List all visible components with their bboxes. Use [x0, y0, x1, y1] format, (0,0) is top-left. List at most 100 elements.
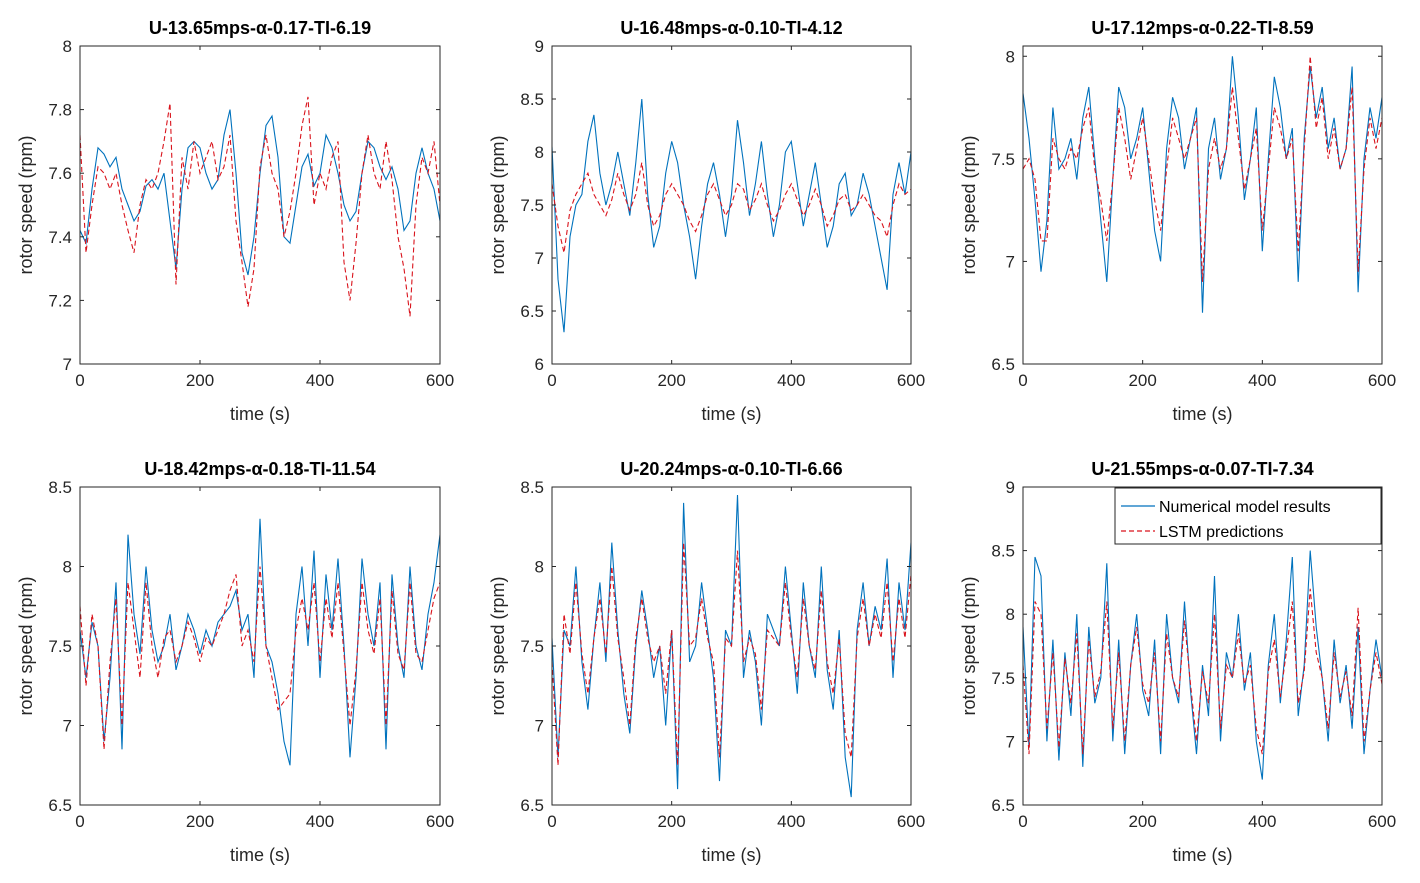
- y-tick-label: 7: [63, 355, 72, 374]
- x-tick-label: 200: [1128, 812, 1156, 831]
- y-tick-label: 6: [535, 355, 544, 374]
- y-tick-label: 7: [1006, 252, 1015, 271]
- y-tick-label: 7.4: [48, 228, 72, 247]
- y-tick-label: 7.6: [48, 164, 72, 183]
- x-tick-label: 400: [777, 371, 805, 390]
- x-tick-label: 400: [1248, 371, 1276, 390]
- x-tick-label: 0: [547, 812, 556, 831]
- y-axis-label: rotor speed (rpm): [488, 135, 508, 274]
- x-tick-label: 200: [657, 371, 685, 390]
- x-tick-label: 600: [426, 812, 454, 831]
- x-tick-label: 400: [306, 812, 334, 831]
- chart-panel-2: 0 200 400 600 6 6.5 7 7.5 8 8.5 9 U-16.48mps-α-0.10…: [488, 18, 925, 424]
- x-tick-label: 400: [1248, 812, 1276, 831]
- lstm-predictions-line: [1023, 588, 1382, 755]
- lstm-predictions-line: [552, 542, 911, 766]
- y-tick-label: 8: [535, 143, 544, 162]
- x-tick-label: 600: [897, 371, 925, 390]
- y-tick-label: 7.5: [520, 196, 544, 215]
- numerical-model-line: [80, 518, 440, 766]
- x-axis-label: time (s): [230, 404, 290, 424]
- y-tick-label: 8: [1006, 605, 1015, 624]
- y-tick-label: 8.5: [520, 90, 544, 109]
- y-axis-label: rotor speed (rpm): [959, 135, 979, 274]
- chart-title: U-13.65mps-α-0.17-TI-6.19: [149, 18, 371, 38]
- y-tick-label: 9: [535, 37, 544, 56]
- x-tick-label: 0: [1018, 371, 1027, 390]
- y-tick-label: 9: [1006, 478, 1015, 497]
- x-tick-label: 0: [547, 371, 556, 390]
- chart-panel-5: 0 200 400 600 6.5 7 7.5 8 8.5 U-20.24mps-α-0.10-T…: [488, 459, 925, 865]
- chart-title: U-18.42mps-α-0.18-TI-11.54: [144, 459, 375, 479]
- axes-box: [79, 45, 441, 365]
- x-axis-label: time (s): [1173, 404, 1233, 424]
- y-tick-label: 6.5: [991, 796, 1015, 815]
- legend: Numerical model results LSTM predictions: [1114, 487, 1382, 545]
- y-tick-label: 7: [63, 717, 72, 736]
- axes-box: [1022, 486, 1383, 806]
- legend-label-lstm: LSTM predictions: [1159, 524, 1284, 541]
- x-tick-label: 0: [75, 812, 84, 831]
- y-tick-label: 7.5: [520, 637, 544, 656]
- numerical-model-line: [552, 98, 911, 333]
- x-tick-label: 600: [1368, 371, 1396, 390]
- y-axis-label: rotor speed (rpm): [959, 576, 979, 715]
- chart-panel-1: 0 200 400 600 7 7.2 7.4 7.6 7.8 8 U-13.65mps-α-0.1…: [16, 18, 454, 424]
- x-tick-label: 200: [1128, 371, 1156, 390]
- lstm-predictions-line: [1023, 56, 1382, 282]
- y-tick-label: 7.5: [991, 150, 1015, 169]
- y-tick-label: 8.5: [48, 478, 72, 497]
- x-axis-label: time (s): [1173, 845, 1233, 865]
- axes-box: [1022, 45, 1383, 365]
- lstm-predictions-line: [552, 162, 911, 253]
- x-tick-label: 200: [186, 371, 214, 390]
- numerical-model-line: [80, 109, 440, 276]
- x-tick-label: 200: [657, 812, 685, 831]
- x-tick-label: 0: [1018, 812, 1027, 831]
- chart-title: U-16.48mps-α-0.10-TI-4.12: [620, 18, 842, 38]
- y-tick-label: 7: [1006, 732, 1015, 751]
- y-tick-label: 8: [535, 558, 544, 577]
- chart-panel-3: 0 200 400 600 6.5 7 7.5 8 U-17.12mps-α-0.22-TI-8…: [959, 18, 1396, 424]
- x-tick-label: 200: [186, 812, 214, 831]
- y-tick-label: 6.5: [520, 302, 544, 321]
- y-tick-label: 7: [535, 717, 544, 736]
- legend-box: [1114, 487, 1382, 545]
- x-tick-label: 0: [75, 371, 84, 390]
- x-axis-label: time (s): [230, 845, 290, 865]
- y-axis-label: rotor speed (rpm): [16, 135, 36, 274]
- y-axis-label: rotor speed (rpm): [16, 576, 36, 715]
- chart-panel-4: 0 200 400 600 6.5 7 7.5 8 8.5 U-18.42mps-α-0.18-T…: [16, 459, 454, 865]
- y-tick-label: 7.2: [48, 291, 72, 310]
- x-tick-label: 400: [306, 371, 334, 390]
- y-tick-label: 8.5: [991, 542, 1015, 561]
- x-tick-label: 600: [426, 371, 454, 390]
- y-tick-label: 7.8: [48, 101, 72, 120]
- y-tick-label: 6.5: [48, 796, 72, 815]
- numerical-model-line: [1023, 550, 1382, 780]
- x-axis-label: time (s): [702, 845, 762, 865]
- x-tick-label: 400: [777, 812, 805, 831]
- chart-panel-6: 0 200 400 600 6.5 7 7.5 8 8.5 9 U-21.55mps-α-0.07-…: [959, 459, 1396, 865]
- y-tick-label: 6.5: [520, 796, 544, 815]
- lstm-predictions-line: [80, 96, 440, 317]
- chart-title: U-17.12mps-α-0.22-TI-8.59: [1091, 18, 1313, 38]
- y-tick-label: 7.5: [48, 637, 72, 656]
- y-tick-label: 8: [1006, 47, 1015, 66]
- x-tick-label: 600: [897, 812, 925, 831]
- chart-title: U-21.55mps-α-0.07-TI-7.34: [1091, 459, 1313, 479]
- axes-box: [79, 486, 441, 806]
- y-tick-label: 6.5: [991, 355, 1015, 374]
- y-tick-label: 8: [63, 558, 72, 577]
- x-axis-label: time (s): [702, 404, 762, 424]
- y-tick-label: 8.5: [520, 478, 544, 497]
- legend-label-numerical: Numerical model results: [1159, 499, 1331, 516]
- y-axis-label: rotor speed (rpm): [488, 576, 508, 715]
- chart-title: U-20.24mps-α-0.10-TI-6.66: [620, 459, 842, 479]
- lstm-predictions-line: [80, 566, 440, 750]
- x-tick-label: 600: [1368, 812, 1396, 831]
- y-tick-label: 7.5: [991, 669, 1015, 688]
- y-tick-label: 7: [535, 249, 544, 268]
- numerical-model-line: [1023, 56, 1382, 313]
